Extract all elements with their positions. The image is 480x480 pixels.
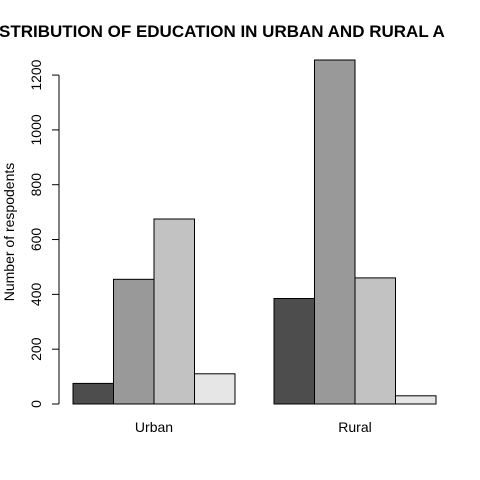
bars-group: [72, 59, 437, 405]
y-tick-label-200: 200: [28, 337, 44, 361]
y-tick-label-400: 400: [28, 283, 44, 307]
bar-rural-series-4: [395, 395, 437, 405]
y-tick-label-800: 800: [28, 173, 44, 197]
y-tick-label-1000: 1000: [28, 114, 44, 145]
y-tick-label-600: 600: [28, 228, 44, 252]
bar-rural-series-1: [273, 298, 315, 405]
bar-urban-series-3: [153, 218, 195, 405]
y-axis-label: Number of respodents: [1, 163, 17, 302]
x-axis-labels: Urban Rural: [135, 419, 372, 435]
bar-rural-series-3: [354, 277, 396, 405]
chart-title: STRIBUTION OF EDUCATION IN URBAN AND RUR…: [0, 22, 445, 41]
y-axis: 0 200 400 600 800 1000 1200: [28, 59, 60, 408]
bar-urban-series-4: [194, 373, 236, 405]
y-tick-label-1200: 1200: [28, 59, 44, 90]
bar-rural-series-2: [314, 59, 356, 405]
bar-urban-series-2: [113, 278, 155, 405]
y-tick-label-0: 0: [28, 400, 44, 408]
bar-urban-series-1: [72, 382, 114, 405]
x-tick-label-rural: Rural: [338, 419, 371, 435]
x-tick-label-urban: Urban: [135, 419, 173, 435]
